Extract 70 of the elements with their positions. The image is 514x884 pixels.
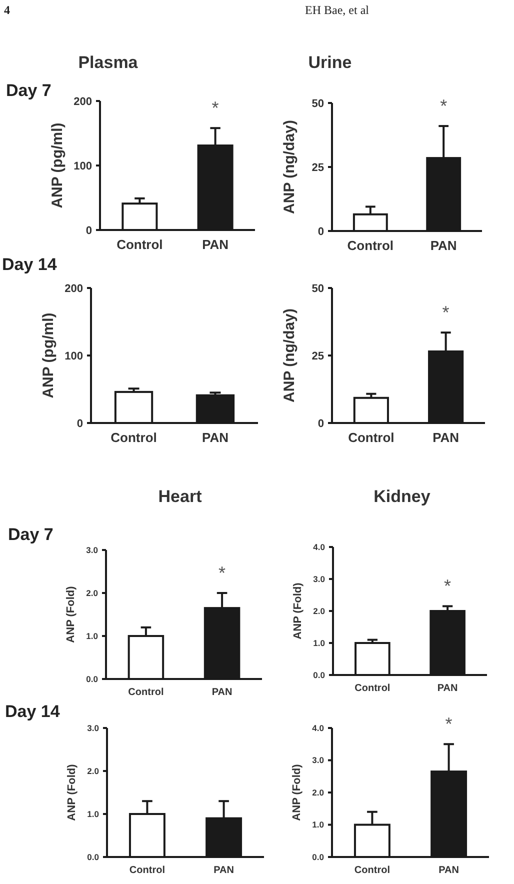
x-tick-label: Control	[129, 865, 166, 876]
x-tick-label: Control	[354, 683, 390, 694]
y-tick-label: 50	[312, 282, 324, 295]
annotation: *	[444, 576, 452, 596]
annotation: *	[442, 302, 450, 323]
y-tick-label: 4.0	[312, 722, 324, 733]
y-tick-label: 2.0	[86, 588, 98, 598]
y-tick-label: 3.0	[312, 755, 324, 766]
annotation: *	[212, 98, 219, 118]
chart-subtitle: Day 14	[2, 255, 58, 274]
y-tick-label: 25	[312, 350, 324, 362]
chart-title: Plasma	[78, 53, 138, 72]
y-tick-label: 2.0	[87, 766, 100, 776]
x-tick-label: Control	[116, 237, 163, 252]
x-tick-label: Control	[354, 865, 390, 876]
annotation: *	[218, 563, 226, 583]
y-tick-label: 0.0	[87, 852, 100, 862]
x-tick-label: PAN	[430, 238, 457, 253]
y-tick-label: 1.0	[312, 820, 324, 830]
y-tick-label: 4.0	[313, 542, 326, 552]
x-tick-label: PAN	[202, 237, 229, 252]
y-tick-label: 0.0	[312, 852, 324, 862]
x-tick-label: PAN	[438, 865, 459, 876]
y-tick-label: 2.0	[312, 787, 324, 798]
y-tick-label: 100	[74, 160, 92, 172]
x-tick-label: PAN	[202, 430, 228, 445]
y-axis-title: ANP (Fold)	[291, 764, 303, 821]
y-tick-label: 200	[64, 282, 83, 295]
text: EH Bae, et al	[305, 3, 370, 17]
x-tick-label: PAN	[437, 683, 458, 694]
x-tick-label: Control	[128, 687, 164, 698]
chart-subtitle: Day 7	[6, 81, 52, 100]
x-tick-label: Control	[110, 430, 157, 445]
text: 4	[4, 3, 10, 17]
x-tick-label: Control	[347, 238, 394, 253]
y-tick-label: 3.0	[313, 574, 326, 584]
chart-title: Heart	[158, 487, 202, 506]
y-axis-title: ANP (Fold)	[292, 582, 304, 640]
y-tick-label: 0	[318, 418, 324, 430]
y-tick-label: 100	[64, 350, 83, 362]
y-axis-title: ANP (Fold)	[65, 586, 77, 643]
y-tick-label: 50	[312, 98, 324, 110]
y-axis-title: ANP (ng/day)	[281, 120, 298, 214]
y-tick-label: 1.0	[313, 638, 326, 648]
annotation: *	[440, 96, 448, 116]
annotation: *	[445, 714, 452, 734]
y-axis-title: ANP (ng/day)	[281, 308, 298, 402]
x-tick-label: Control	[348, 430, 394, 445]
y-tick-label: 1.0	[86, 630, 98, 641]
chart-subtitle: Day 14	[5, 702, 60, 721]
y-tick-label: 25	[312, 162, 324, 174]
y-tick-label: 0	[86, 224, 92, 237]
y-axis-title: ANP (Fold)	[66, 764, 78, 821]
x-tick-label: PAN	[214, 865, 234, 876]
y-tick-label: 0.0	[86, 674, 98, 684]
y-axis-title: ANP (pg/ml)	[40, 312, 57, 398]
x-tick-label: PAN	[212, 687, 232, 698]
y-tick-label: 0	[318, 226, 324, 238]
y-tick-label: 200	[74, 96, 92, 108]
y-tick-label: 3.0	[87, 722, 100, 733]
x-tick-label: PAN	[432, 430, 460, 445]
y-tick-label: 0.0	[313, 670, 326, 680]
y-tick-label: 3.0	[86, 544, 98, 555]
chart-title: Urine	[308, 53, 352, 72]
chart-title: Kidney	[374, 487, 431, 506]
chart-subtitle: Day 7	[8, 525, 54, 544]
y-tick-label: 1.0	[87, 808, 100, 819]
y-tick-label: 2.0	[313, 606, 326, 616]
y-axis-title: ANP (pg/ml)	[49, 122, 66, 208]
y-tick-label: 0	[76, 418, 83, 430]
